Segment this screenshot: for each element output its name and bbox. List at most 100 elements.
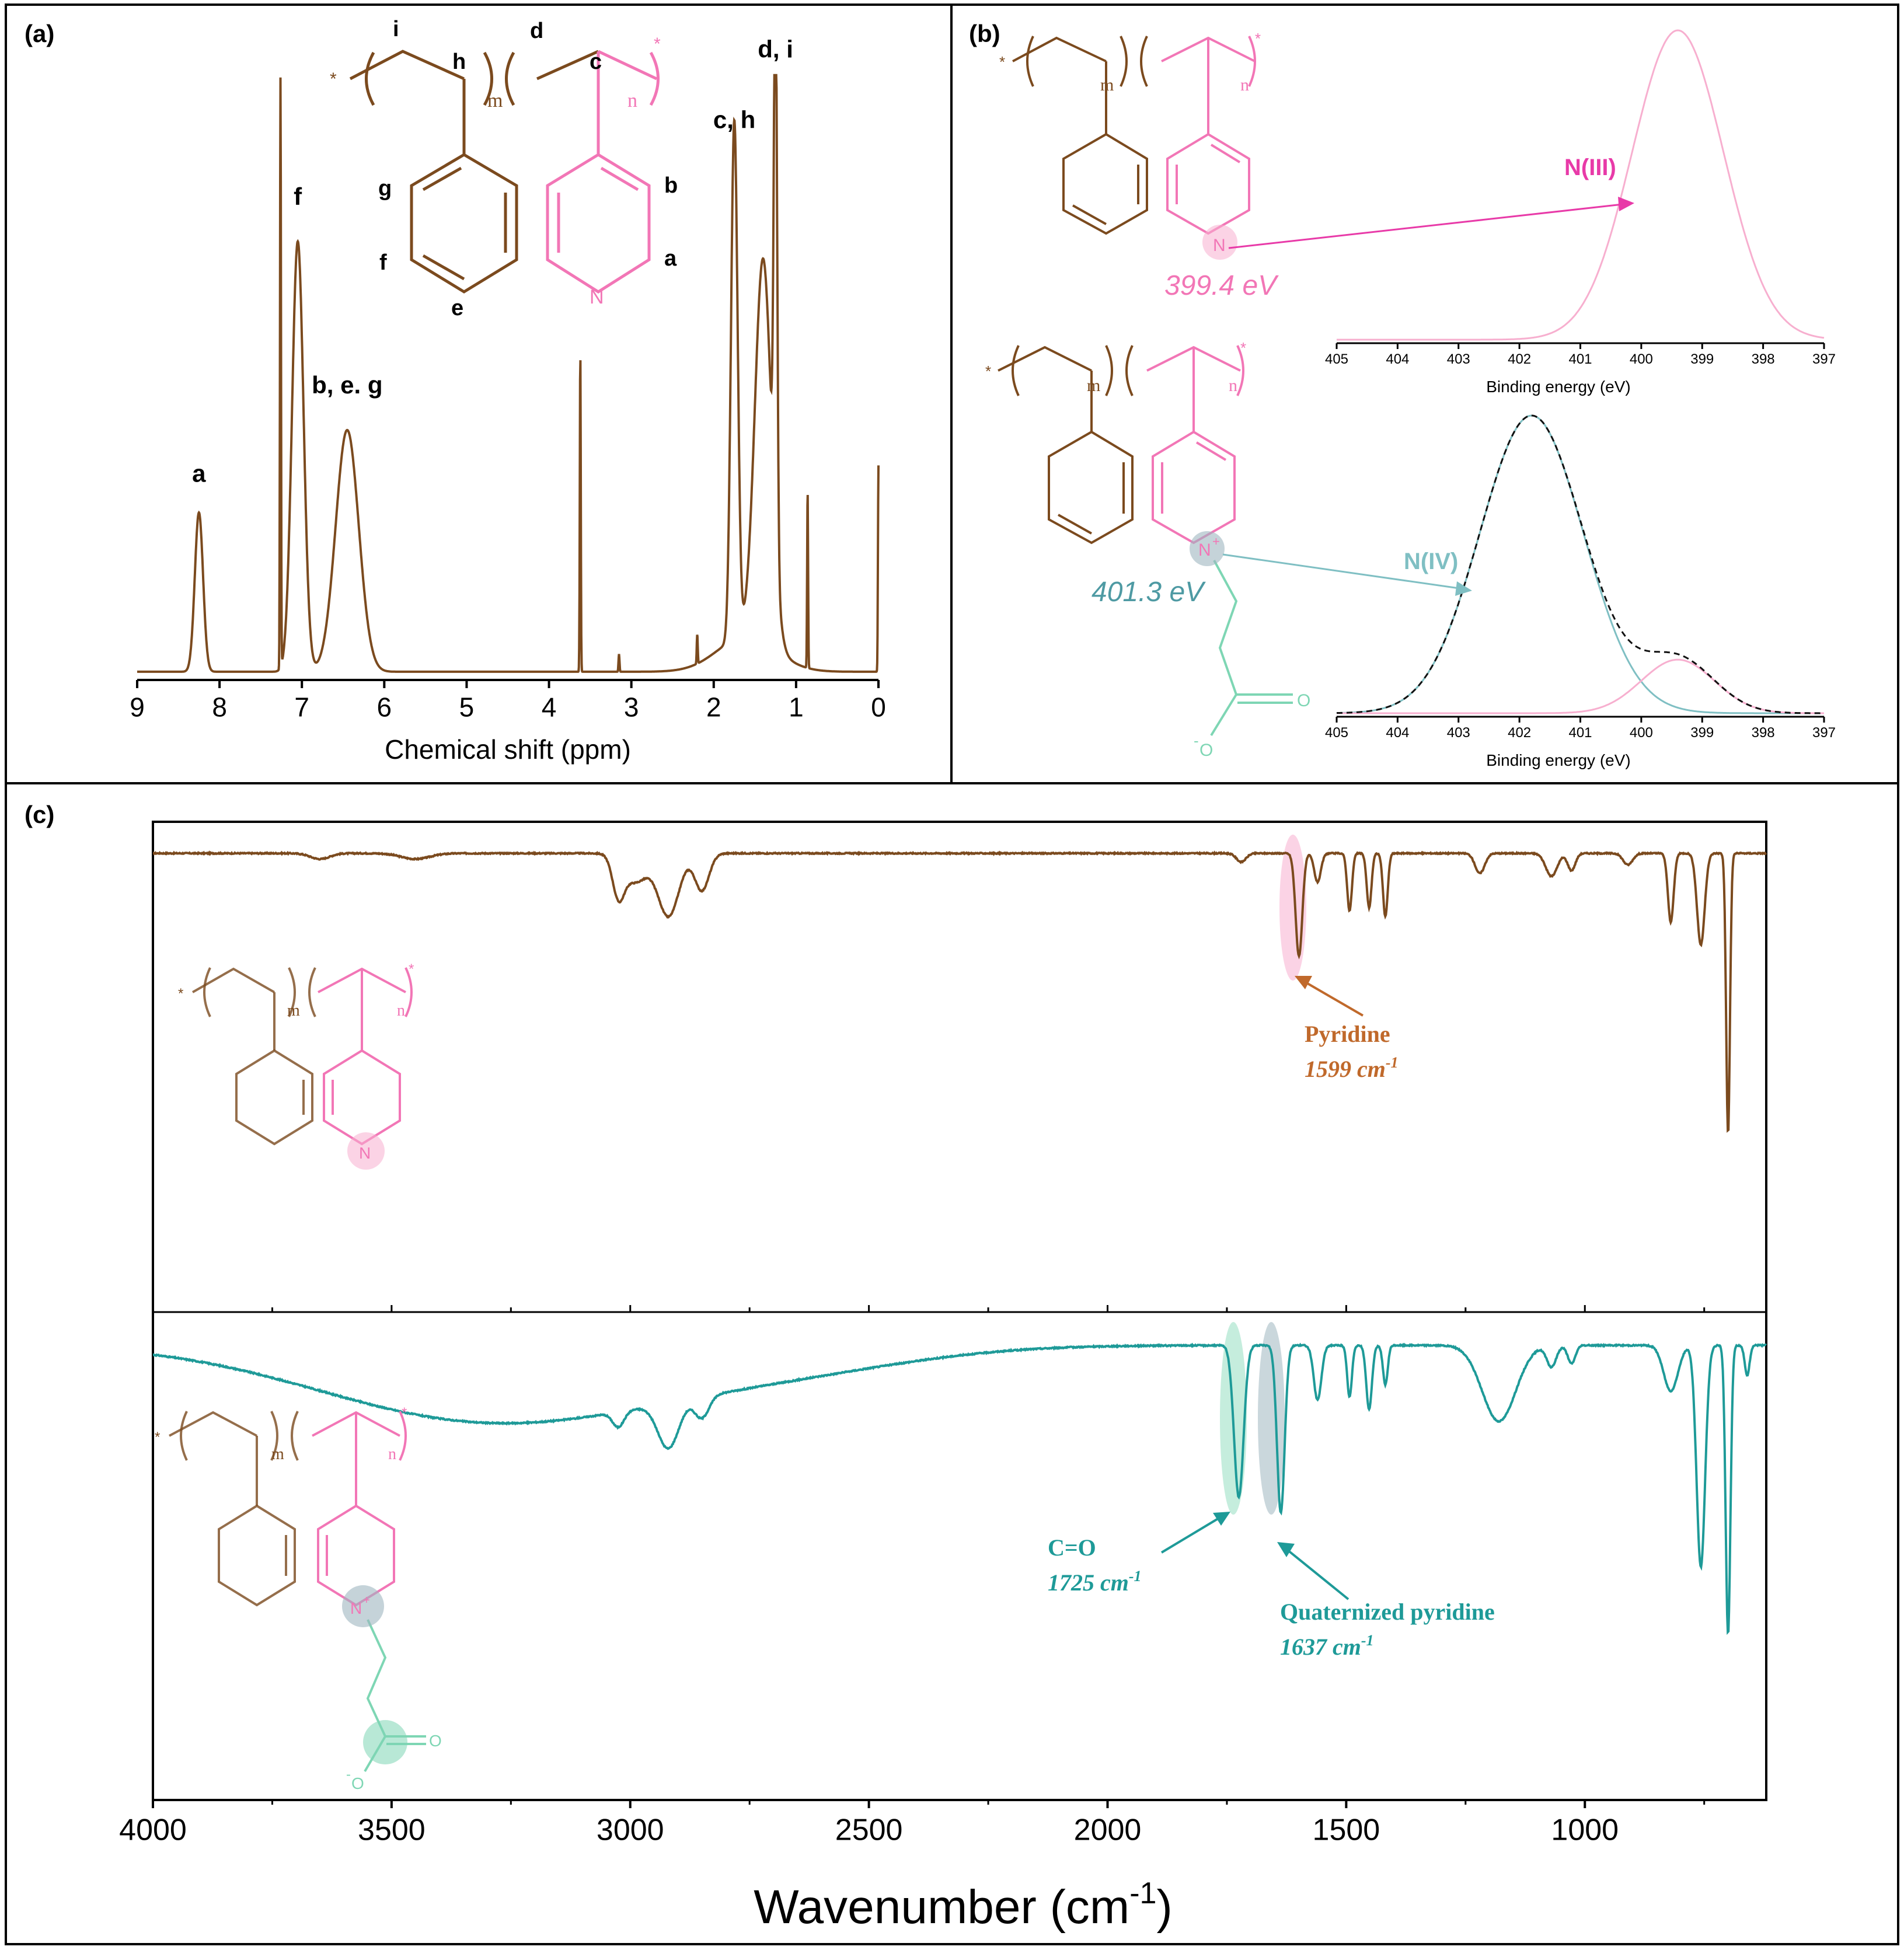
ftir-pyridine-arrowhead — [1295, 976, 1312, 989]
ftir-quat-arrow — [1286, 1548, 1349, 1600]
struct-bt-bracket4 — [1248, 36, 1256, 87]
nmr-peak-label-0: a — [192, 460, 206, 487]
struct-bt-pyridine-ring — [1166, 132, 1250, 235]
struct-a-pyridine-ring — [546, 153, 651, 294]
struct-a-bracket-m-close — [483, 51, 493, 106]
struct-ct-bracket2 — [288, 967, 296, 1017]
panel-b: * * m n N 399.4 eV 405 404 403 402 401 400 399… — [985, 29, 1836, 769]
tick-label-b2-1: 404 — [1386, 725, 1409, 741]
struct-bt-bracket3 — [1140, 36, 1148, 87]
xps-bottom-n3-peak — [1337, 658, 1824, 714]
struct-bb-chain — [1213, 560, 1238, 695]
xps-top-n3-peak — [1337, 29, 1825, 341]
tick-label-a-7: 2 — [706, 692, 721, 722]
struct-cb-minus: - — [346, 1767, 351, 1782]
panel-label-c: (c) — [25, 801, 54, 828]
ftir-co-value-num: 1725 cm — [1048, 1569, 1129, 1596]
tick-label-b1-1: 404 — [1386, 351, 1409, 367]
struct-bt-nitrogen-highlight — [1202, 225, 1237, 260]
struct-bb-n: n — [1229, 376, 1237, 395]
xps-top-x-label: Binding energy (eV) — [1486, 378, 1630, 396]
struct-ct-star-left: * — [178, 986, 183, 1002]
struct-bt-styrene-ring — [1062, 132, 1148, 235]
xps-bottom-arrowhead — [1455, 581, 1472, 596]
struct-cb-nitrogen-highlight — [342, 1585, 384, 1627]
struct-bb-bracket4 — [1236, 345, 1244, 396]
tick-label-a-0: 9 — [130, 692, 145, 722]
struct-a-star-right: * — [654, 34, 661, 54]
structure-c-top — [192, 967, 413, 1146]
struct-bb-plus: + — [1212, 534, 1220, 549]
panel-label-b: (b) — [969, 20, 1000, 47]
nmr-x-axis-label: Chemical shift (ppm) — [385, 734, 631, 765]
ftir-quat-value-num: 1637 cm — [1280, 1634, 1361, 1660]
struct-bt-star-right: * — [1255, 30, 1261, 47]
tick-label-c-3: 2500 — [835, 1813, 903, 1847]
struct-ct-bracket4 — [404, 967, 413, 1017]
struct-ct-N: N — [359, 1144, 371, 1162]
xps-top-arrow — [1228, 203, 1623, 249]
struct-cb-bracket2 — [270, 1411, 278, 1461]
struct-cb-styrene-ring — [218, 1504, 296, 1607]
struct-bb-Nplus: N — [1198, 540, 1211, 560]
struct-bt-bracket1 — [1026, 36, 1034, 87]
tick-label-b1-4: 401 — [1568, 351, 1592, 367]
struct-bb-Ominus: O — [1199, 741, 1213, 760]
tick-label-b2-5: 400 — [1630, 725, 1653, 741]
struct-cb-backbone1 — [169, 1411, 257, 1437]
ftir-x-axis: 4000 3500 3000 2500 2000 1500 1000 — [119, 1305, 1766, 1847]
nmr-peak-label-4: d, i — [758, 36, 793, 63]
ftir-co-value: 1725 cm-1 — [1048, 1568, 1142, 1596]
struct-a-label-b: b — [664, 173, 678, 198]
ftir-frame — [152, 821, 1767, 1801]
tick-label-a-2: 7 — [294, 692, 309, 722]
struct-a-label-f: f — [379, 250, 387, 275]
struct-a-styrene-db3 — [422, 166, 462, 191]
struct-bb-minus: - — [1194, 732, 1199, 749]
ftir-quat-value: 1637 cm-1 — [1280, 1632, 1374, 1660]
tick-label-b2-4: 401 — [1568, 725, 1592, 741]
tick-label-a-1: 8 — [212, 692, 227, 722]
tick-label-a-3: 6 — [377, 692, 392, 722]
ftir-quat-value-sup: -1 — [1361, 1632, 1374, 1649]
tick-label-c-2: 3000 — [597, 1813, 664, 1847]
ftir-xlabel-sup: -1 — [1129, 1876, 1156, 1910]
nmr-spectrum-line — [137, 74, 880, 673]
ftir-spectrum-bottom — [152, 1342, 1767, 1635]
struct-cb-star-right: * — [402, 1405, 407, 1421]
struct-ct-n: n — [397, 1002, 405, 1020]
struct-bb-pyr-db2 — [1195, 441, 1227, 461]
tick-label-b1-8: 397 — [1812, 351, 1836, 367]
struct-a-label-h: h — [452, 50, 466, 74]
nmr-x-axis: 9 8 7 6 5 4 3 2 1 0 — [130, 679, 886, 722]
struct-ct-styrene-ring — [235, 1049, 313, 1146]
struct-a-backbone-vp2 — [597, 50, 658, 81]
nmr-peak-label-3: c, h — [713, 106, 755, 134]
struct-ct-bracket3 — [308, 967, 316, 1017]
ftir-co-value-sup: -1 — [1129, 1568, 1142, 1585]
struct-a-label-c: c — [590, 50, 602, 74]
struct-cb-carboxyl-highlight — [363, 1720, 407, 1764]
ftir-x-axis-label: Wavenumber (cm-1) — [754, 1876, 1173, 1934]
ftir-pyridine-value-num: 1599 cm — [1305, 1056, 1386, 1082]
struct-cb-Ominus: O — [351, 1774, 364, 1792]
struct-a-label-g: g — [378, 176, 392, 201]
struct-bb-pyridine-ring — [1152, 430, 1236, 545]
struct-bb-nitrogen-highlight — [1190, 531, 1225, 566]
structure-a — [349, 50, 660, 294]
tick-label-b1-6: 399 — [1690, 351, 1714, 367]
ftir-co-label: C=O — [1048, 1534, 1096, 1561]
ftir-pyridine-value-sup: -1 — [1386, 1054, 1399, 1071]
xps-bottom-axis: 405 404 403 402 401 400 399 398 397 — [1325, 716, 1836, 741]
struct-ct-backbone1 — [192, 967, 275, 993]
struct-bt-bracket2 — [1120, 36, 1128, 87]
struct-bb-bracket1 — [1012, 345, 1020, 396]
xps-energy-401: 401.3 eV — [1092, 577, 1206, 608]
struct-bb-cominus — [1210, 693, 1237, 737]
tick-label-c-1: 3500 — [358, 1813, 426, 1847]
tick-label-b2-6: 399 — [1690, 725, 1714, 741]
struct-bb-O: O — [1297, 691, 1310, 710]
ftir-spectrum-top — [152, 850, 1767, 1133]
tick-label-b1-2: 403 — [1447, 351, 1470, 367]
xps-top-n3-label: N(III) — [1564, 155, 1616, 180]
